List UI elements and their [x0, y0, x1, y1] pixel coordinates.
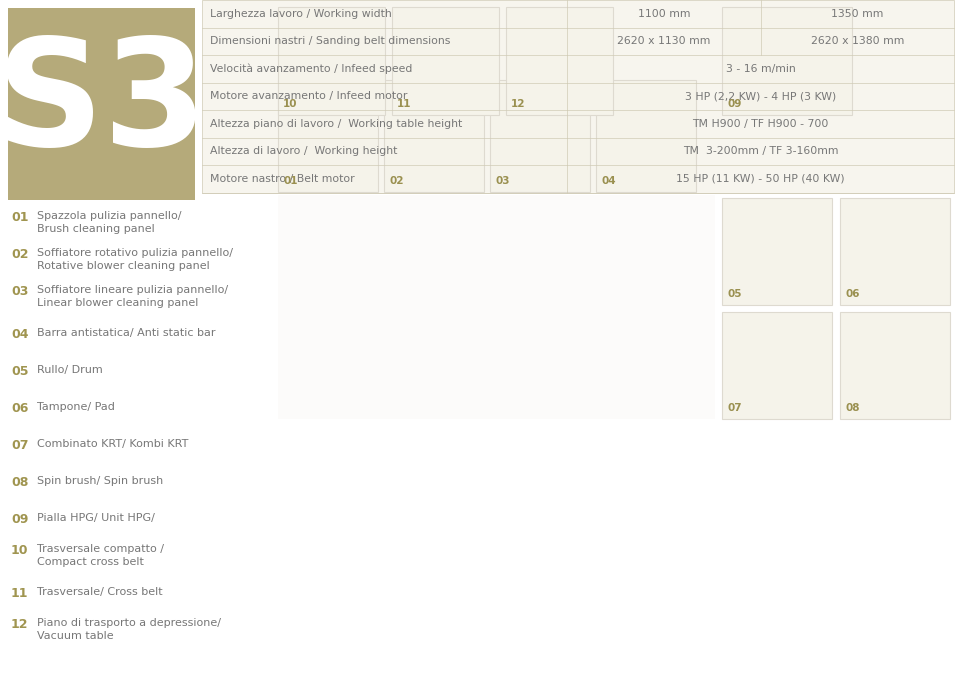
Text: 03: 03: [495, 176, 510, 186]
Text: Soffiatore lineare pulizia pannello/: Soffiatore lineare pulizia pannello/: [37, 285, 228, 295]
Text: Motore nastro / Belt motor: Motore nastro / Belt motor: [210, 174, 354, 183]
Text: Barra antistatica/ Anti static bar: Barra antistatica/ Anti static bar: [37, 328, 215, 338]
Text: Velocità avanzamento / Infeed speed: Velocità avanzamento / Infeed speed: [210, 63, 413, 74]
Text: 12: 12: [511, 99, 525, 109]
Text: Compact cross belt: Compact cross belt: [37, 557, 144, 567]
Text: Altezza di lavoro /  Working height: Altezza di lavoro / Working height: [210, 146, 397, 156]
Text: Rotative blower cleaning panel: Rotative blower cleaning panel: [37, 261, 209, 271]
Bar: [384, 80, 484, 192]
Bar: [722, 312, 832, 419]
Bar: [8, 8, 195, 200]
Text: 07: 07: [727, 403, 742, 413]
Text: 09: 09: [11, 513, 29, 526]
Bar: [596, 80, 696, 192]
Text: Trasversale compatto /: Trasversale compatto /: [37, 544, 164, 554]
Bar: [840, 198, 950, 305]
Text: Vacuum table: Vacuum table: [37, 631, 113, 641]
Text: Larghezza lavoro / Working width: Larghezza lavoro / Working width: [210, 9, 392, 19]
Bar: [278, 80, 378, 192]
Text: Spin brush/ Spin brush: Spin brush/ Spin brush: [37, 476, 163, 486]
Bar: [278, 7, 385, 115]
Text: 08: 08: [845, 403, 859, 413]
Text: Altezza piano di lavoro /  Working table height: Altezza piano di lavoro / Working table …: [210, 119, 463, 129]
Text: 10: 10: [11, 544, 29, 557]
Bar: [722, 198, 832, 305]
Text: Spazzola pulizia pannello/: Spazzola pulizia pannello/: [37, 211, 181, 221]
Bar: [392, 7, 499, 115]
Text: Tampone/ Pad: Tampone/ Pad: [37, 402, 115, 412]
Text: 05: 05: [11, 365, 29, 378]
Text: Piano di trasporto a depressione/: Piano di trasporto a depressione/: [37, 618, 221, 628]
Bar: [506, 7, 613, 115]
Text: 15 HP (11 KW) - 50 HP (40 KW): 15 HP (11 KW) - 50 HP (40 KW): [676, 174, 845, 183]
Text: 06: 06: [11, 402, 29, 415]
Text: 01: 01: [11, 211, 29, 224]
Text: 06: 06: [845, 289, 859, 299]
Text: 01: 01: [283, 176, 298, 186]
Text: Rullo/ Drum: Rullo/ Drum: [37, 365, 103, 375]
Text: 04: 04: [11, 328, 29, 341]
Text: Brush cleaning panel: Brush cleaning panel: [37, 224, 155, 234]
Text: 02: 02: [11, 248, 29, 261]
Bar: [202, 0, 954, 193]
Text: 04: 04: [601, 176, 615, 186]
Text: 02: 02: [389, 176, 403, 186]
Text: 10: 10: [283, 99, 298, 109]
Text: 2620 x 1130 mm: 2620 x 1130 mm: [617, 36, 710, 47]
Text: 3 - 16 m/min: 3 - 16 m/min: [726, 64, 796, 74]
Text: Soffiatore rotativo pulizia pannello/: Soffiatore rotativo pulizia pannello/: [37, 248, 233, 258]
Text: Trasversale/ Cross belt: Trasversale/ Cross belt: [37, 587, 162, 597]
Text: Combinato KRT/ Kombi KRT: Combinato KRT/ Kombi KRT: [37, 439, 188, 449]
Bar: [840, 312, 950, 419]
Text: 11: 11: [397, 99, 412, 109]
Text: 2620 x 1380 mm: 2620 x 1380 mm: [810, 36, 904, 47]
Text: 11: 11: [11, 587, 29, 600]
Text: TM H900 / TF H900 - 700: TM H900 / TF H900 - 700: [692, 119, 828, 129]
Text: Pialla HPG/ Unit HPG/: Pialla HPG/ Unit HPG/: [37, 513, 155, 523]
Text: 03: 03: [11, 285, 29, 298]
Text: 12: 12: [11, 618, 29, 631]
Text: Motore avanzamento / Infeed motor: Motore avanzamento / Infeed motor: [210, 91, 407, 101]
Bar: [722, 7, 852, 115]
Text: Linear blower cleaning panel: Linear blower cleaning panel: [37, 298, 199, 308]
Bar: [490, 80, 590, 192]
Text: 05: 05: [727, 289, 741, 299]
Text: Dimensioni nastri / Sanding belt dimensions: Dimensioni nastri / Sanding belt dimensi…: [210, 36, 450, 47]
Text: 3 HP (2,2 KW) - 4 HP (3 KW): 3 HP (2,2 KW) - 4 HP (3 KW): [684, 91, 836, 101]
Bar: [278, 195, 715, 419]
Text: S3: S3: [0, 31, 207, 177]
Text: 1100 mm: 1100 mm: [637, 9, 690, 19]
Text: TM  3-200mm / TF 3-160mm: TM 3-200mm / TF 3-160mm: [683, 146, 838, 156]
Text: 07: 07: [11, 439, 29, 452]
Text: 08: 08: [11, 476, 29, 489]
Text: 1350 mm: 1350 mm: [831, 9, 883, 19]
Text: 09: 09: [727, 99, 741, 109]
